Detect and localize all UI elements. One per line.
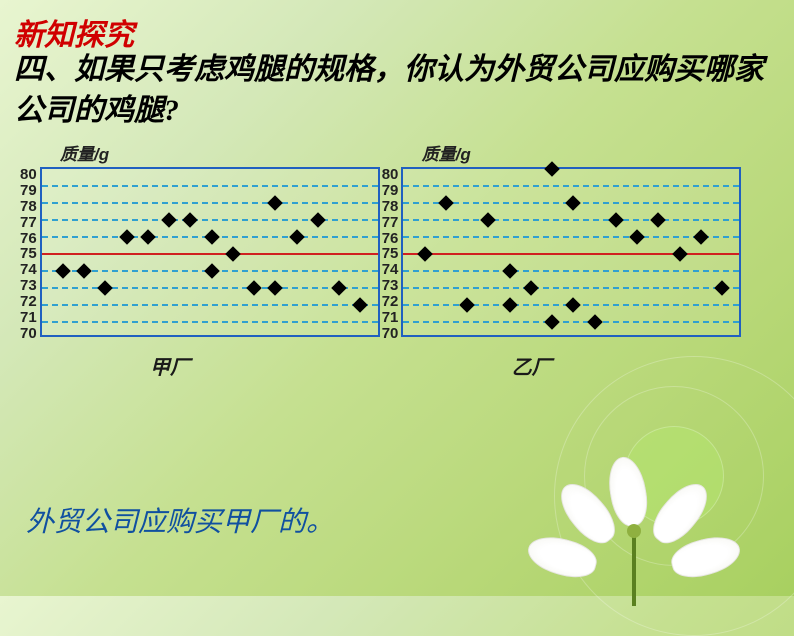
y-tick: 80 [20, 167, 37, 183]
chart-b-caption: 乙厂 [382, 351, 552, 380]
y-tick: 72 [20, 294, 37, 310]
gridline [403, 270, 739, 272]
gridline [42, 202, 378, 204]
y-tick: 70 [382, 325, 399, 341]
data-point [608, 212, 624, 228]
gridline [42, 185, 378, 187]
data-point [523, 280, 539, 296]
data-point [204, 229, 220, 245]
y-tick: 77 [382, 214, 399, 230]
y-tick: 75 [20, 246, 37, 262]
data-point [693, 229, 709, 245]
chart-a-plot [40, 167, 380, 337]
data-point [544, 314, 560, 330]
gridline [403, 321, 739, 323]
data-point [55, 263, 71, 279]
data-point [161, 212, 177, 228]
data-point [459, 297, 475, 313]
y-tick: 70 [20, 325, 37, 341]
y-tick: 79 [20, 183, 37, 199]
y-tick: 80 [382, 167, 399, 183]
data-point [331, 280, 347, 296]
y-tick: 77 [20, 214, 37, 230]
chart-b-plot [401, 167, 741, 337]
y-tick: 76 [382, 230, 399, 246]
chart-b-wrap: 质量/g 8079787776757473727170 乙厂 [382, 140, 742, 380]
y-tick: 75 [382, 246, 399, 262]
data-point [502, 263, 518, 279]
data-point [481, 212, 497, 228]
reference-line [403, 253, 739, 255]
question-text: 四、如果只考虑鸡腿的规格，你认为外贸公司应购买哪家公司的鸡腿? [14, 50, 774, 131]
data-point [714, 280, 730, 296]
gridline [42, 287, 378, 289]
data-point [98, 280, 114, 296]
y-tick: 78 [20, 199, 37, 215]
y-tick: 74 [20, 262, 37, 278]
y-tick: 72 [382, 294, 399, 310]
data-point [268, 195, 284, 211]
chart-b-ylabel: 质量/g [382, 140, 471, 165]
data-point [629, 229, 645, 245]
data-point [225, 246, 241, 262]
data-point [246, 280, 262, 296]
y-tick: 78 [382, 199, 399, 215]
data-point [310, 212, 326, 228]
gridline [42, 219, 378, 221]
answer-text: 外贸公司应购买甲厂的。 [26, 500, 334, 540]
reference-line [42, 253, 378, 255]
data-point [140, 229, 156, 245]
data-point [204, 263, 220, 279]
data-point [587, 314, 603, 330]
chart-a-ylabel: 质量/g [20, 140, 109, 165]
data-point [119, 229, 135, 245]
data-point [438, 195, 454, 211]
data-point [353, 297, 369, 313]
gridline [403, 287, 739, 289]
data-point [183, 212, 199, 228]
gridline [42, 321, 378, 323]
data-point [672, 246, 688, 262]
y-tick: 79 [382, 183, 399, 199]
y-tick: 71 [20, 309, 37, 325]
gridline [403, 219, 739, 221]
data-point [268, 280, 284, 296]
gridline [42, 304, 378, 306]
chart-a-caption: 甲厂 [20, 351, 190, 380]
y-tick: 71 [382, 309, 399, 325]
gridline [403, 236, 739, 238]
data-point [417, 246, 433, 262]
chart-a-y-axis: 8079787776757473727170 [20, 167, 40, 341]
data-point [651, 212, 667, 228]
flower-decoration [564, 456, 704, 606]
data-point [566, 297, 582, 313]
data-point [502, 297, 518, 313]
gridline [403, 185, 739, 187]
section-heading: 新知探究 [14, 10, 134, 54]
y-tick: 73 [382, 278, 399, 294]
chart-a-wrap: 质量/g 8079787776757473727170 甲厂 [20, 140, 380, 380]
data-point [76, 263, 92, 279]
data-point [566, 195, 582, 211]
data-point [544, 161, 560, 177]
y-tick: 76 [20, 230, 37, 246]
chart-b-y-axis: 8079787776757473727170 [382, 167, 402, 341]
y-tick: 73 [20, 278, 37, 294]
charts-area: 质量/g 8079787776757473727170 甲厂 质量/g 8079… [20, 140, 784, 380]
y-tick: 74 [382, 262, 399, 278]
data-point [289, 229, 305, 245]
